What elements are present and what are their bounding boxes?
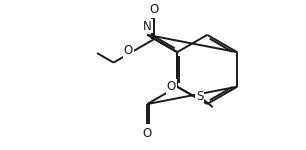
Text: O: O bbox=[150, 3, 159, 16]
Text: O: O bbox=[166, 80, 176, 93]
Text: N: N bbox=[143, 20, 152, 33]
Text: O: O bbox=[143, 127, 152, 140]
Text: S: S bbox=[196, 90, 203, 103]
Text: O: O bbox=[124, 44, 133, 57]
